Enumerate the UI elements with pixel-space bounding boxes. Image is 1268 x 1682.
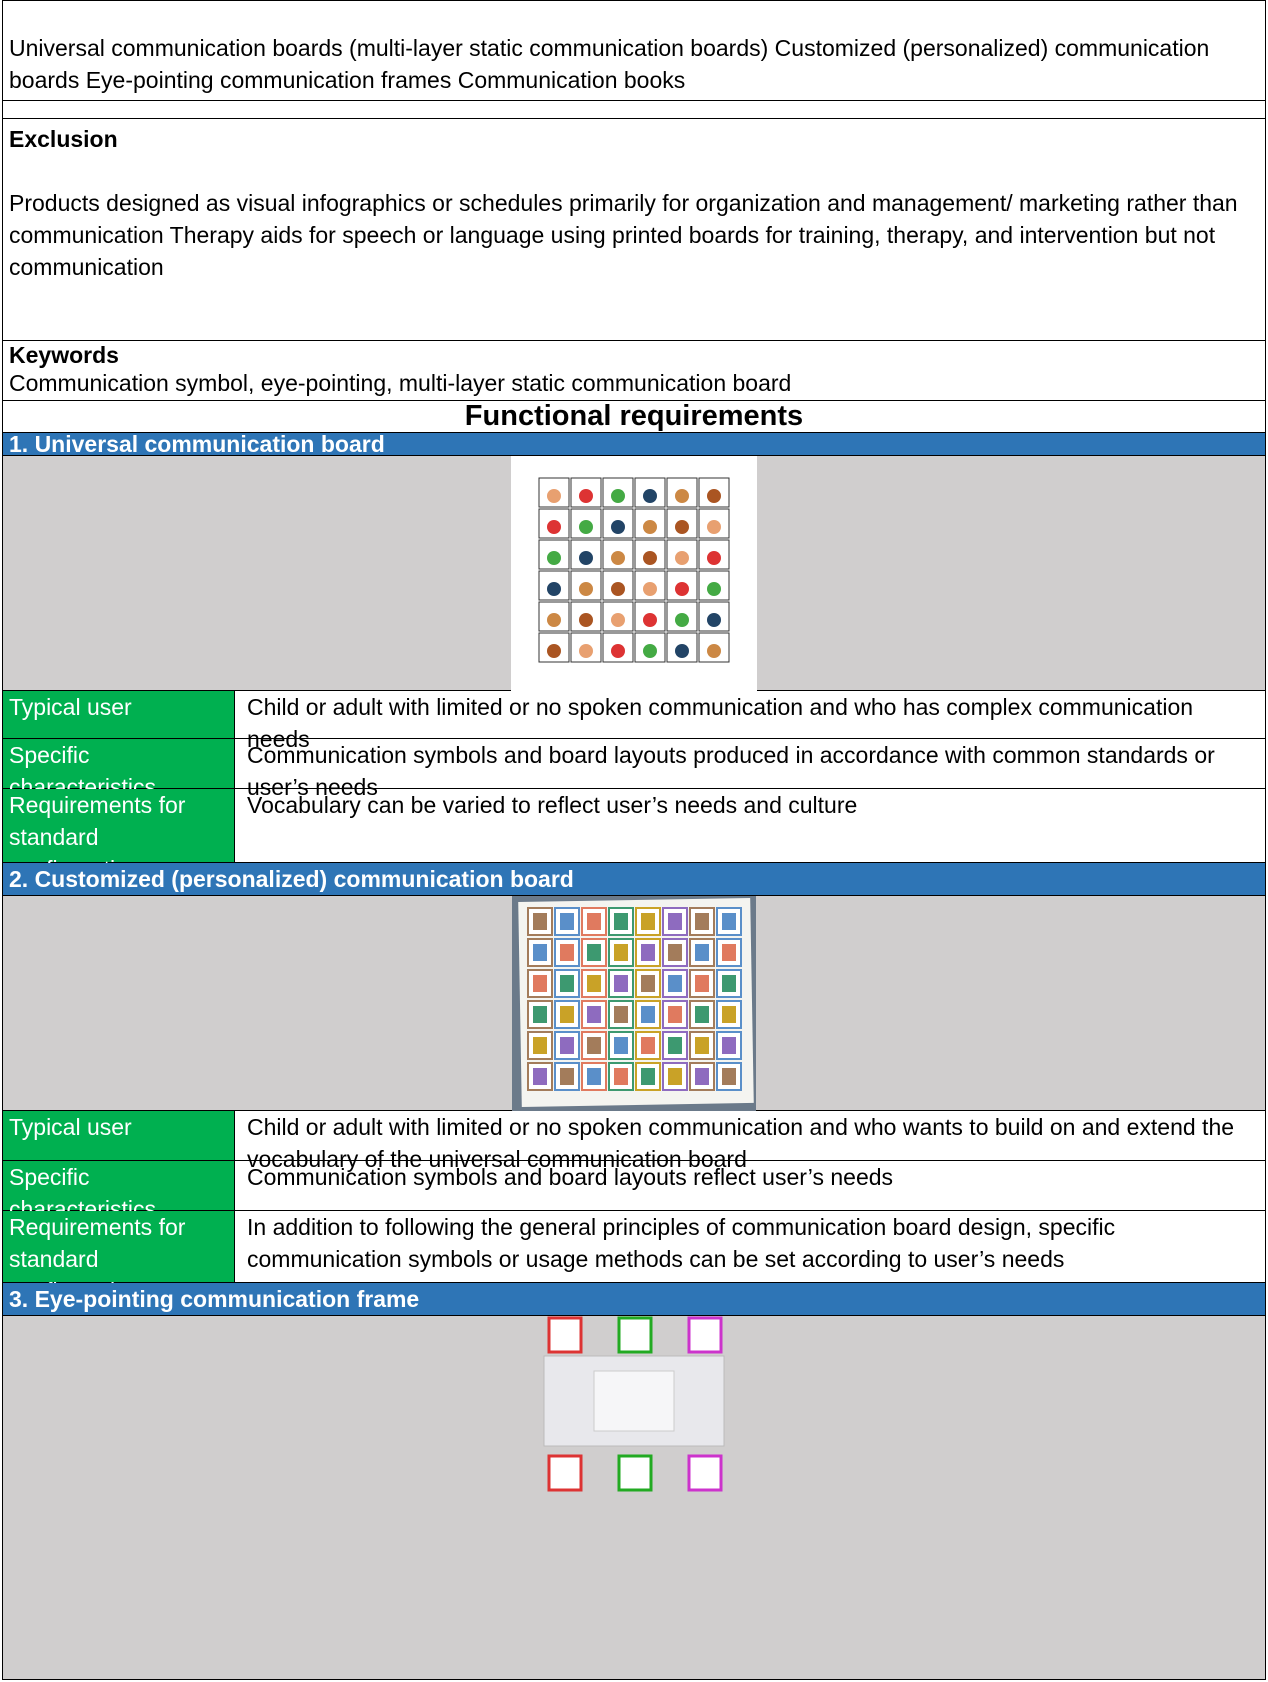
row-text: Child or adult with limited or no spoken… — [247, 1114, 1235, 1172]
keywords-heading: Keywords — [9, 342, 119, 368]
row-text: Child or adult with limited or no spoken… — [247, 694, 1194, 752]
row-text: Vocabulary can be varied to reflect user… — [247, 792, 858, 818]
image-row — [3, 896, 1265, 1111]
image-row — [3, 456, 1265, 691]
row-label: Requirements for standard configuration — [3, 789, 235, 882]
exclusion-heading: Exclusion — [9, 126, 118, 152]
row-label: Typical user — [3, 1111, 235, 1160]
section-title: 3. Eye-pointing communication frame — [3, 1283, 1265, 1316]
blank-row — [3, 101, 1265, 119]
section-title: 2. Customized (personalized) communicati… — [3, 863, 1265, 896]
info-row: Typical user Child or adult with limited … — [3, 691, 1265, 752]
row-label: Specific characteristics — [3, 1161, 235, 1222]
row-label: Typical user — [3, 691, 235, 738]
info-row: Typical user Child or adult with limited … — [3, 1111, 1265, 1172]
keywords-row: Keywords Communication symbol, eye-point… — [3, 341, 1265, 401]
image-row — [3, 1316, 1265, 1679]
board-image — [543, 1316, 725, 1492]
row-label: Specific characteristics — [3, 739, 235, 800]
board-image — [512, 896, 756, 1111]
keywords-text: Communication symbol, eye-pointing, mult… — [9, 370, 792, 396]
intro-text: Universal communication boards (multi-la… — [9, 35, 1210, 93]
intro-row: Universal communication boards (multi-la… — [3, 1, 1265, 101]
info-row: Specific characteristics Communication sy… — [3, 1161, 1265, 1222]
row-label: Requirements for standard configuration — [3, 1211, 235, 1304]
row-text: Communication symbols and board layouts … — [247, 742, 1215, 800]
exclusion-row: Exclusion Products designed as visual in… — [3, 119, 1265, 341]
sections: 1. Universal communication board Typical … — [3, 431, 1265, 1679]
info-row: Requirements for standard configuration V… — [3, 789, 1265, 882]
functional-requirements: Functional requirements — [3, 400, 1265, 433]
row-text: In addition to following the general pri… — [247, 1214, 1116, 1272]
info-row: Specific characteristics Communication sy… — [3, 739, 1265, 800]
board-image — [511, 456, 757, 691]
section-title: 1. Universal communication board — [3, 431, 1265, 457]
info-row: Requirements for standard configurationI… — [3, 1211, 1265, 1304]
exclusion-text: Products designed as visual infographics… — [9, 190, 1238, 280]
row-text: Communication symbols and board layouts … — [247, 1164, 894, 1190]
